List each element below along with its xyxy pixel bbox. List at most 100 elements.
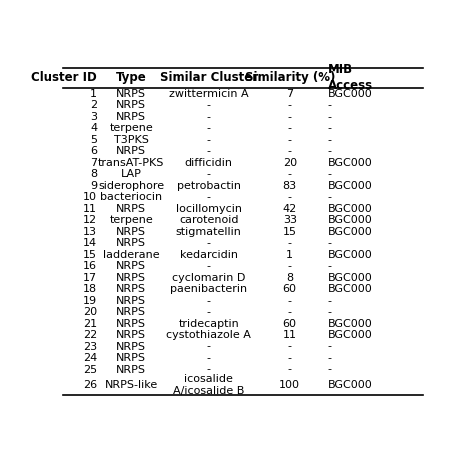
Text: NRPS: NRPS bbox=[116, 319, 146, 328]
Text: 12: 12 bbox=[83, 215, 97, 225]
Text: -: - bbox=[328, 342, 331, 352]
Text: 16: 16 bbox=[83, 261, 97, 271]
Text: 13: 13 bbox=[83, 227, 97, 237]
Text: paenibacterin: paenibacterin bbox=[170, 284, 247, 294]
Text: terpene: terpene bbox=[109, 123, 153, 133]
Text: -: - bbox=[288, 123, 292, 133]
Text: 24: 24 bbox=[83, 353, 97, 363]
Text: -: - bbox=[207, 365, 211, 374]
Text: 83: 83 bbox=[283, 181, 297, 191]
Text: 3: 3 bbox=[90, 112, 97, 122]
Text: transAT-PKS: transAT-PKS bbox=[98, 158, 164, 168]
Text: -: - bbox=[328, 238, 331, 248]
Text: 60: 60 bbox=[283, 284, 297, 294]
Text: NRPS: NRPS bbox=[116, 365, 146, 374]
Text: tridecaptin: tridecaptin bbox=[178, 319, 239, 328]
Text: 11: 11 bbox=[83, 204, 97, 214]
Text: -: - bbox=[207, 169, 211, 179]
Text: 11: 11 bbox=[283, 330, 297, 340]
Text: NRPS: NRPS bbox=[116, 89, 146, 99]
Text: T3PKS: T3PKS bbox=[114, 135, 149, 145]
Text: -: - bbox=[328, 123, 331, 133]
Text: Similarity (%): Similarity (%) bbox=[245, 72, 335, 84]
Text: 4: 4 bbox=[90, 123, 97, 133]
Text: -: - bbox=[288, 146, 292, 156]
Text: NRPS: NRPS bbox=[116, 227, 146, 237]
Text: -: - bbox=[328, 307, 331, 317]
Text: -: - bbox=[288, 342, 292, 352]
Text: BGC000: BGC000 bbox=[328, 380, 372, 390]
Text: NRPS: NRPS bbox=[116, 204, 146, 214]
Text: -: - bbox=[207, 261, 211, 271]
Text: cystothiazole A: cystothiazole A bbox=[166, 330, 251, 340]
Text: locillomycin: locillomycin bbox=[176, 204, 242, 214]
Text: Type: Type bbox=[116, 72, 146, 84]
Text: BGC000: BGC000 bbox=[328, 89, 372, 99]
Text: stigmatellin: stigmatellin bbox=[176, 227, 242, 237]
Text: NRPS: NRPS bbox=[116, 284, 146, 294]
Text: 14: 14 bbox=[83, 238, 97, 248]
Text: -: - bbox=[207, 112, 211, 122]
Text: -: - bbox=[207, 342, 211, 352]
Text: carotenoid: carotenoid bbox=[179, 215, 238, 225]
Text: Cluster ID: Cluster ID bbox=[31, 72, 97, 84]
Text: 60: 60 bbox=[283, 319, 297, 328]
Text: -: - bbox=[207, 238, 211, 248]
Text: 23: 23 bbox=[83, 342, 97, 352]
Text: 8: 8 bbox=[286, 273, 293, 283]
Text: terpene: terpene bbox=[109, 215, 153, 225]
Text: NRPS: NRPS bbox=[116, 342, 146, 352]
Text: BGC000: BGC000 bbox=[328, 273, 372, 283]
Text: Similar Cluster: Similar Cluster bbox=[160, 72, 258, 84]
Text: NRPS-like: NRPS-like bbox=[105, 380, 158, 390]
Text: -: - bbox=[207, 307, 211, 317]
Text: -: - bbox=[207, 123, 211, 133]
Text: -: - bbox=[288, 169, 292, 179]
Text: -: - bbox=[207, 192, 211, 202]
Text: -: - bbox=[328, 365, 331, 374]
Text: -: - bbox=[288, 296, 292, 306]
Text: kedarcidin: kedarcidin bbox=[180, 250, 238, 260]
Text: -: - bbox=[288, 112, 292, 122]
Text: -: - bbox=[288, 365, 292, 374]
Text: petrobactin: petrobactin bbox=[177, 181, 241, 191]
Text: 15: 15 bbox=[83, 250, 97, 260]
Text: 2: 2 bbox=[90, 100, 97, 110]
Text: NRPS: NRPS bbox=[116, 112, 146, 122]
Text: -: - bbox=[328, 169, 331, 179]
Text: 7: 7 bbox=[90, 158, 97, 168]
Text: NRPS: NRPS bbox=[116, 296, 146, 306]
Text: NRPS: NRPS bbox=[116, 273, 146, 283]
Text: 19: 19 bbox=[83, 296, 97, 306]
Text: -: - bbox=[328, 100, 331, 110]
Text: 26: 26 bbox=[83, 380, 97, 390]
Text: zwittermicin A: zwittermicin A bbox=[169, 89, 248, 99]
Text: difficidin: difficidin bbox=[185, 158, 233, 168]
Text: -: - bbox=[328, 353, 331, 363]
Text: 9: 9 bbox=[90, 181, 97, 191]
Text: BGC000: BGC000 bbox=[328, 330, 372, 340]
Text: siderophore: siderophore bbox=[98, 181, 164, 191]
Text: 6: 6 bbox=[90, 146, 97, 156]
Text: -: - bbox=[328, 192, 331, 202]
Text: 25: 25 bbox=[83, 365, 97, 374]
Text: 33: 33 bbox=[283, 215, 297, 225]
Text: cyclomarin D: cyclomarin D bbox=[172, 273, 246, 283]
Text: 8: 8 bbox=[90, 169, 97, 179]
Text: 17: 17 bbox=[83, 273, 97, 283]
Text: -: - bbox=[288, 353, 292, 363]
Text: -: - bbox=[207, 353, 211, 363]
Text: BGC000: BGC000 bbox=[328, 250, 372, 260]
Text: BGC000: BGC000 bbox=[328, 204, 372, 214]
Text: 20: 20 bbox=[283, 158, 297, 168]
Text: -: - bbox=[207, 135, 211, 145]
Text: BGC000: BGC000 bbox=[328, 158, 372, 168]
Text: -: - bbox=[207, 296, 211, 306]
Text: NRPS: NRPS bbox=[116, 330, 146, 340]
Text: -: - bbox=[288, 261, 292, 271]
Text: 20: 20 bbox=[83, 307, 97, 317]
Text: -: - bbox=[288, 135, 292, 145]
Text: NRPS: NRPS bbox=[116, 261, 146, 271]
Text: BGC000: BGC000 bbox=[328, 227, 372, 237]
Text: -: - bbox=[288, 192, 292, 202]
